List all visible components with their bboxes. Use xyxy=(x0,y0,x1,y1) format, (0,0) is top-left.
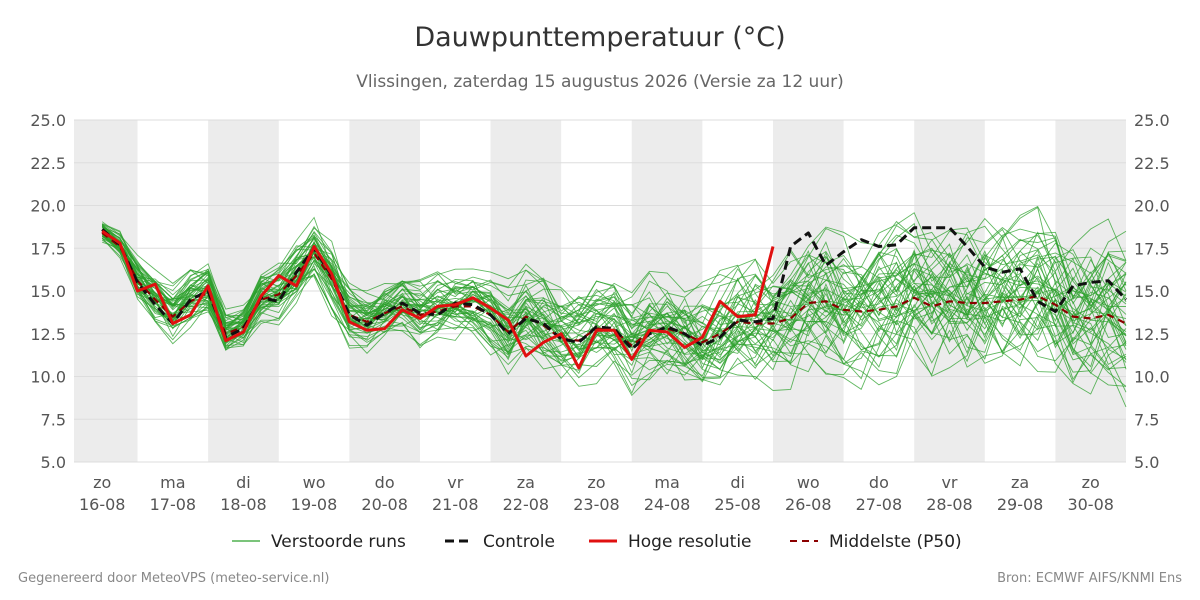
main-lines xyxy=(101,226,1128,370)
y-tick-right-7: 22.5 xyxy=(1134,154,1170,173)
y-tick-left-5: 17.5 xyxy=(30,239,66,258)
x-tick-date-13: 29-08 xyxy=(997,495,1044,514)
x-tick-weekday-1: ma xyxy=(160,473,185,492)
x-tick-date-10: 26-08 xyxy=(785,495,832,514)
ensemble-member-39 xyxy=(101,235,1127,381)
x-tick-weekday-13: za xyxy=(1011,473,1029,492)
ensemble-member-41 xyxy=(102,229,1127,364)
chart-title: Dauwpunttemperatuur (°C) xyxy=(414,22,786,53)
x-tick-date-4: 20-08 xyxy=(361,495,408,514)
y-tick-right-2: 10.0 xyxy=(1134,368,1170,387)
x-tick-date-11: 27-08 xyxy=(856,495,903,514)
x-tick-date-3: 19-08 xyxy=(291,495,338,514)
y-tick-left-8: 25.0 xyxy=(30,111,66,130)
legend-label-median: Middelste (P50) xyxy=(829,532,962,552)
x-tick-date-12: 28-08 xyxy=(926,495,973,514)
ensemble-member-47 xyxy=(101,225,1127,362)
legend-label-control: Controle xyxy=(483,532,555,552)
y-tick-left-7: 22.5 xyxy=(30,154,66,173)
x-tick-date-8: 24-08 xyxy=(644,495,691,514)
legend-label-ensemble: Verstoorde runs xyxy=(271,532,406,552)
x-tick-weekday-11: do xyxy=(869,473,889,492)
y-tick-right-4: 15.0 xyxy=(1134,282,1170,301)
x-axis: zo 16-08 ma 17-08 di 18-08 wo 19-08 do 20-08 vr 21-… xyxy=(79,473,1114,514)
x-tick-date-14: 30-08 xyxy=(1067,495,1114,514)
ensemble-member-33 xyxy=(101,224,1127,357)
x-tick-weekday-12: vr xyxy=(941,473,957,492)
dewpoint-chart: 5.0 7.5 10.0 12.5 15.0 17.5 20.0 22.5 25.0 5.0 7.… xyxy=(30,111,1170,552)
x-tick-weekday-8: ma xyxy=(654,473,679,492)
y-tick-right-8: 25.0 xyxy=(1134,111,1170,130)
ensemble-member-11 xyxy=(101,224,1127,331)
y-axis-left: 5.0 7.5 10.0 12.5 15.0 17.5 20.0 22.5 25.0 xyxy=(30,111,66,472)
y-axis-right: 5.0 7.5 10.0 12.5 15.0 17.5 20.0 22.5 25.0 xyxy=(1134,111,1170,472)
y-tick-right-0: 5.0 xyxy=(1134,453,1159,472)
footer-generator: Gegenereerd door MeteoVPS (meteo-service… xyxy=(18,571,330,586)
x-tick-weekday-5: vr xyxy=(447,473,463,492)
x-tick-weekday-7: zo xyxy=(587,473,605,492)
legend: Verstoorde runs Controle Hoge resolutie … xyxy=(232,532,962,552)
ensemble-member-34 xyxy=(101,233,1127,397)
y-tick-right-5: 17.5 xyxy=(1134,239,1170,258)
legend-label-high-res: Hoge resolutie xyxy=(628,532,752,552)
ensemble-member-40 xyxy=(101,220,1127,353)
ensemble-member-45 xyxy=(102,216,1127,346)
x-tick-date-9: 25-08 xyxy=(714,495,761,514)
x-tick-weekday-2: di xyxy=(236,473,251,492)
x-tick-date-6: 22-08 xyxy=(503,495,550,514)
x-tick-weekday-14: zo xyxy=(1082,473,1100,492)
high-res-line xyxy=(101,229,775,370)
x-tick-weekday-0: zo xyxy=(93,473,111,492)
x-tick-weekday-6: za xyxy=(517,473,535,492)
x-tick-weekday-3: wo xyxy=(303,473,326,492)
ensemble-member-25 xyxy=(101,233,1127,391)
ensemble-member-21 xyxy=(102,241,1127,395)
x-tick-weekday-9: di xyxy=(730,473,745,492)
ensemble-member-48 xyxy=(101,237,1127,395)
x-tick-weekday-4: do xyxy=(375,473,395,492)
y-tick-left-6: 20.0 xyxy=(30,197,66,216)
y-tick-left-1: 7.5 xyxy=(41,410,66,429)
ensemble-member-42 xyxy=(101,205,1127,344)
x-tick-date-1: 17-08 xyxy=(150,495,197,514)
control-line xyxy=(101,226,1128,351)
y-tick-left-0: 5.0 xyxy=(41,453,66,472)
footer-source: Bron: ECMWF AIFS/KNMI Ens xyxy=(997,571,1182,586)
ensemble-member-15 xyxy=(101,221,1127,332)
x-tick-date-2: 18-08 xyxy=(220,495,267,514)
y-tick-right-3: 12.5 xyxy=(1134,325,1170,344)
y-tick-left-2: 10.0 xyxy=(30,368,66,387)
y-tick-right-6: 20.0 xyxy=(1134,197,1170,216)
y-tick-left-4: 15.0 xyxy=(30,282,66,301)
x-tick-date-5: 21-08 xyxy=(432,495,479,514)
y-tick-left-3: 12.5 xyxy=(30,325,66,344)
x-tick-weekday-10: wo xyxy=(797,473,820,492)
x-tick-date-7: 23-08 xyxy=(573,495,620,514)
ensemble-member-43 xyxy=(101,227,1127,349)
x-tick-date-0: 16-08 xyxy=(79,495,126,514)
chart-subtitle: Vlissingen, zaterdag 15 augustus 2026 (V… xyxy=(356,72,844,92)
y-tick-right-1: 7.5 xyxy=(1134,410,1159,429)
